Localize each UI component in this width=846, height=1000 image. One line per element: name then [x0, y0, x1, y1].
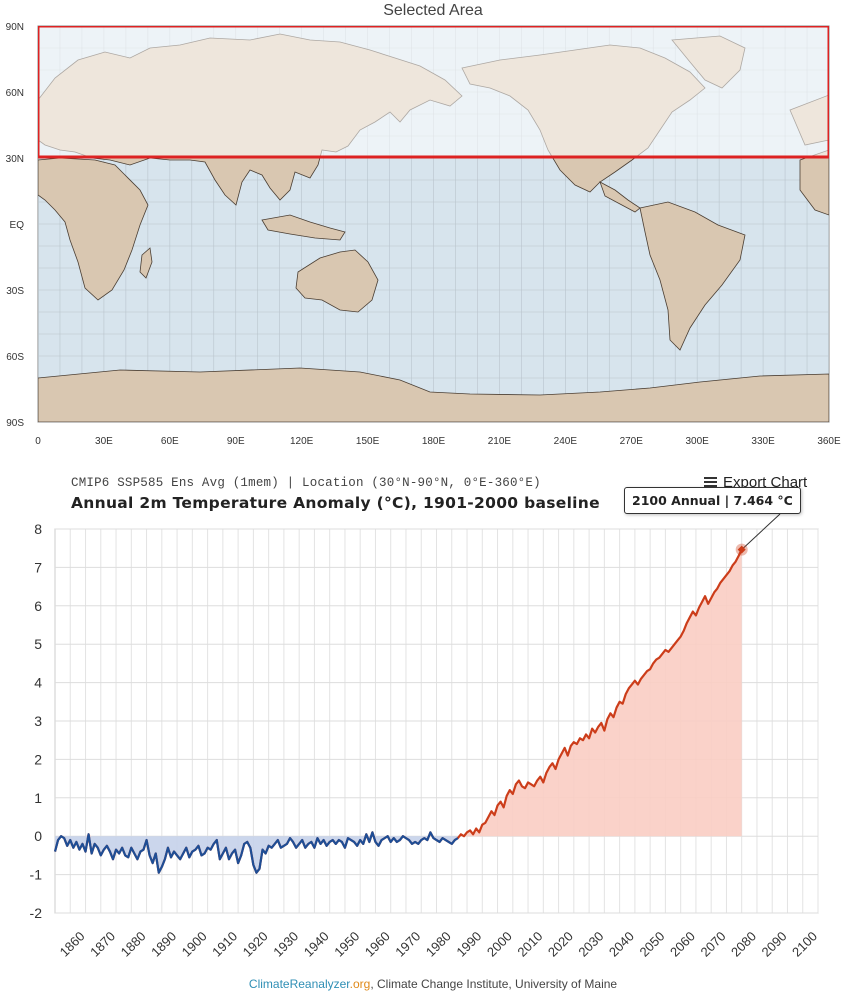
- x-tick-label: 1930: [270, 929, 301, 960]
- selection-overlay: [38, 26, 829, 157]
- longitude-label: 90E: [227, 436, 245, 447]
- x-tick-label: 1990: [453, 929, 484, 960]
- longitude-label: 210E: [488, 436, 512, 447]
- selection-box: [38, 26, 829, 159]
- x-tick-label: 2070: [698, 929, 729, 960]
- island-madagascar: [139, 247, 153, 279]
- x-axis-ticks: 1860 1870 1880 1890 1900 1910 1920 1930 1940 1950…: [57, 929, 821, 960]
- x-tick-label: 1870: [87, 929, 118, 960]
- x-tick-label: 2010: [514, 929, 545, 960]
- longitude-label: 0: [35, 436, 41, 447]
- longitude-label: 360E: [817, 436, 841, 447]
- latitude-label: 90N: [6, 22, 24, 33]
- chart-subtitle: CMIP6 SSP585 Ens Avg (1mem) | Location (…: [71, 476, 541, 490]
- y-tick-label: 8: [34, 521, 42, 537]
- chart-area-fills: [55, 549, 742, 873]
- projection-area-fill: [55, 549, 742, 837]
- x-tick-label: 1890: [148, 929, 179, 960]
- y-tick-label: 2: [34, 751, 42, 767]
- data-tooltip: 2100 Annual | 7.464 °C: [624, 487, 801, 514]
- latitude-label: 30N: [6, 154, 24, 165]
- longitude-label: 240E: [554, 436, 578, 447]
- x-tick-label: 1980: [423, 929, 454, 960]
- x-tick-label: 2020: [545, 929, 576, 960]
- x-tick-label: 1900: [179, 929, 210, 960]
- longitude-label: 150E: [356, 436, 380, 447]
- export-chart-button[interactable]: Export Chart: [704, 474, 807, 491]
- longitude-label: 300E: [685, 436, 709, 447]
- footer-brand-suffix[interactable]: .org: [349, 977, 371, 991]
- y-tick-label: -2: [30, 905, 43, 921]
- x-tick-label: 1950: [331, 929, 362, 960]
- selected-area-map[interactable]: 90N 60N 30N EQ 30S 60S 90S 0 30E 60E 90E 120E 150E 1…: [0, 0, 846, 470]
- x-tick-label: 2050: [636, 929, 667, 960]
- y-tick-label: 6: [34, 598, 42, 614]
- x-tick-label: 1920: [240, 929, 271, 960]
- islands-indonesia: [261, 214, 346, 241]
- x-tick-label: 2060: [667, 929, 698, 960]
- longitude-label: 180E: [422, 436, 446, 447]
- x-tick-label: 2100: [789, 929, 820, 960]
- x-tick-label: 1970: [392, 929, 423, 960]
- longitude-labels: 0 30E 60E 90E 120E 150E 180E 210E 240E 270E 300E 33…: [35, 436, 841, 447]
- latitude-label: EQ: [10, 220, 25, 231]
- latitude-label: 60N: [6, 88, 24, 99]
- latitude-label: 30S: [6, 286, 24, 297]
- longitude-label: 60E: [161, 436, 179, 447]
- continent-south-america: [639, 201, 746, 351]
- x-tick-label: 2090: [759, 929, 790, 960]
- x-tick-label: 2000: [484, 929, 515, 960]
- tooltip-connector: [741, 513, 781, 550]
- x-tick-label: 2080: [728, 929, 759, 960]
- y-tick-label: 7: [34, 559, 42, 575]
- y-tick-label: 1: [34, 790, 42, 806]
- x-tick-label: 1960: [362, 929, 393, 960]
- chart-lines: [53, 549, 743, 874]
- historical-area-fill: [55, 832, 458, 873]
- y-tick-label: 5: [34, 636, 42, 652]
- footer-rest: , Climate Change Institute, University o…: [370, 977, 618, 991]
- x-tick-label: 2040: [606, 929, 637, 960]
- chart-title: Annual 2m Temperature Anomaly (°C), 1901…: [71, 494, 600, 512]
- export-chart-label: Export Chart: [723, 474, 808, 491]
- historical-line: [53, 831, 459, 874]
- footer-credit: ClimateReanalyzer.org, Climate Change In…: [0, 977, 846, 991]
- map-title: Selected Area: [383, 2, 483, 19]
- x-tick-label: 1880: [118, 929, 149, 960]
- latitude-label: 90S: [6, 418, 24, 429]
- highlight-marker: [735, 513, 781, 556]
- x-tick-label: 1860: [57, 929, 88, 960]
- longitude-label: 120E: [290, 436, 314, 447]
- longitude-label: 330E: [751, 436, 775, 447]
- x-tick-label: 1910: [209, 929, 240, 960]
- central-america: [599, 181, 641, 213]
- x-tick-label: 1940: [301, 929, 332, 960]
- y-tick-label: -1: [30, 867, 43, 883]
- y-tick-label: 4: [34, 675, 42, 691]
- latitude-labels: 90N 60N 30N EQ 30S 60S 90S: [6, 22, 25, 429]
- continent-antarctica: [38, 367, 829, 422]
- y-tick-label: 0: [34, 828, 42, 844]
- y-tick-label: 3: [34, 713, 42, 729]
- latitude-label: 60S: [6, 352, 24, 363]
- continent-australia: [295, 249, 379, 313]
- y-axis-ticks: 8 7 6 5 4 3 2 1 0 -1 -2: [30, 521, 43, 921]
- longitude-label: 270E: [620, 436, 644, 447]
- continent-africa: [38, 157, 149, 301]
- menu-icon: [704, 477, 717, 488]
- footer-brand-link[interactable]: ClimateReanalyzer: [248, 977, 350, 991]
- longitude-label: 30E: [95, 436, 113, 447]
- highlight-point: [737, 545, 746, 554]
- x-tick-label: 2030: [575, 929, 606, 960]
